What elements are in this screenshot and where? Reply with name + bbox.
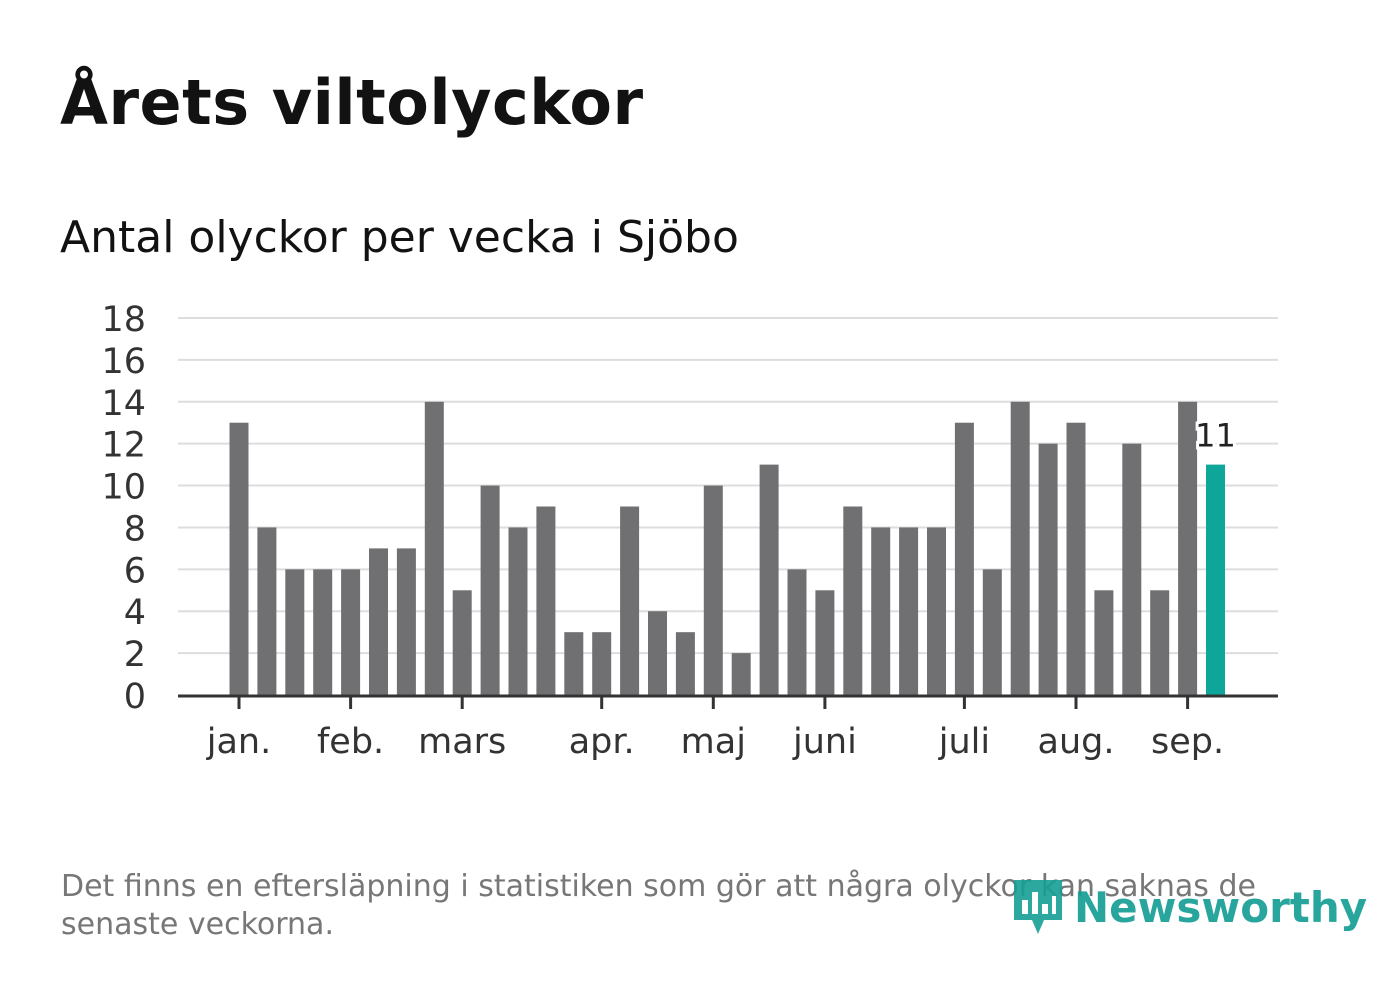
x-tick-label: juli — [938, 722, 990, 762]
y-tick-label: 0 — [124, 677, 146, 717]
bar — [229, 422, 249, 695]
x-tick-label: feb. — [317, 722, 384, 762]
y-tick-label: 8 — [124, 509, 146, 549]
bar — [675, 632, 695, 695]
chart-title: Årets viltolyckor — [60, 66, 644, 139]
bar — [480, 485, 500, 695]
x-tick-label: juni — [792, 722, 857, 762]
bar — [1094, 590, 1114, 695]
bar — [731, 653, 751, 695]
bar — [424, 401, 444, 695]
y-tick-label: 10 — [101, 468, 146, 508]
bar — [954, 422, 974, 695]
newsworthy-chart-icon — [1014, 880, 1062, 934]
bars — [229, 401, 1225, 695]
newsworthy-logo: Newsworthy — [1010, 876, 1367, 938]
x-tick-label: jan. — [206, 722, 271, 762]
x-tick-label: mars — [418, 722, 506, 762]
y-tick-label: 16 — [101, 342, 146, 382]
bar — [285, 569, 305, 695]
bar — [759, 464, 779, 695]
bar — [592, 632, 612, 695]
data-label: 11 — [1195, 417, 1236, 455]
bar — [620, 506, 640, 695]
y-tick-label: 4 — [124, 593, 146, 633]
bar — [508, 527, 528, 695]
bar — [369, 548, 388, 695]
bar — [648, 611, 667, 695]
x-tick-label: maj — [681, 722, 746, 762]
bar — [982, 569, 1002, 695]
y-tick-label: 14 — [101, 384, 146, 424]
bar — [536, 506, 556, 695]
bar — [257, 527, 277, 695]
bar — [341, 569, 361, 695]
x-tick-label: aug. — [1038, 722, 1115, 762]
bar — [1150, 590, 1170, 695]
bar — [1206, 464, 1225, 695]
bar — [899, 527, 919, 695]
bar — [313, 569, 333, 695]
bar — [871, 527, 891, 695]
bar — [1178, 401, 1198, 695]
bar — [703, 485, 723, 695]
grid-lines — [178, 317, 1278, 655]
bar — [1122, 443, 1142, 695]
bar — [1038, 443, 1058, 695]
bar — [1010, 401, 1030, 695]
bar — [787, 569, 807, 695]
bar — [564, 632, 584, 695]
x-axis: jan. feb. mars apr. maj juni juli aug. sep. — [178, 694, 1278, 762]
y-tick-label: 2 — [124, 635, 146, 675]
x-tick-label: apr. — [569, 722, 635, 762]
data-label-halo: 11 — [1195, 417, 1236, 455]
chart-subtitle: Antal olyckor per vecka i Sjöbo — [60, 212, 739, 263]
bar — [452, 590, 472, 695]
bar — [927, 527, 946, 695]
y-tick-label: 12 — [101, 426, 146, 466]
logo-text: Newsworthy — [1074, 882, 1368, 932]
bar — [843, 506, 863, 695]
bar — [815, 590, 835, 695]
y-tick-label: 6 — [124, 551, 146, 591]
bar — [1066, 422, 1086, 695]
bar — [396, 548, 416, 695]
y-tick-label: 18 — [101, 300, 146, 340]
x-tick-label: sep. — [1151, 722, 1224, 762]
